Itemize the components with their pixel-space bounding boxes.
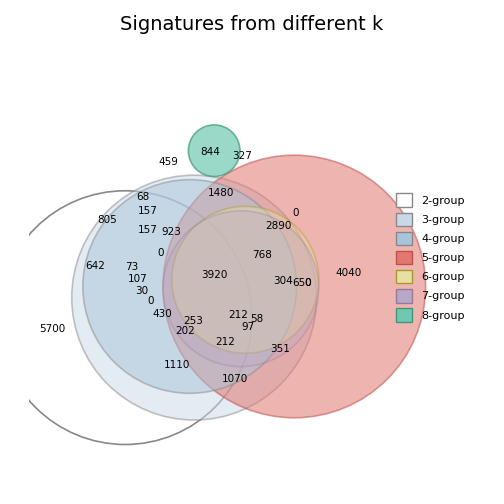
Text: 3920: 3920: [201, 270, 227, 280]
Text: 4040: 4040: [336, 268, 362, 278]
Text: 58: 58: [250, 314, 263, 324]
Text: 157: 157: [138, 225, 157, 235]
Text: 844: 844: [200, 147, 220, 157]
Text: 107: 107: [128, 274, 148, 284]
Text: 768: 768: [252, 250, 272, 261]
Text: 642: 642: [85, 262, 105, 272]
Circle shape: [172, 206, 319, 353]
Text: 212: 212: [228, 310, 247, 321]
Text: 1110: 1110: [164, 360, 191, 370]
Text: 351: 351: [270, 344, 289, 354]
Text: 0: 0: [147, 296, 154, 306]
Circle shape: [163, 155, 425, 418]
Legend: 2-group, 3-group, 4-group, 5-group, 6-group, 7-group, 8-group: 2-group, 3-group, 4-group, 5-group, 6-gr…: [391, 189, 469, 326]
Text: 2890: 2890: [266, 221, 292, 231]
Text: 650: 650: [292, 278, 312, 288]
Text: 30: 30: [135, 286, 148, 296]
Text: 805: 805: [97, 215, 117, 225]
Text: 0: 0: [158, 248, 164, 258]
Text: 253: 253: [183, 316, 203, 326]
Circle shape: [163, 211, 319, 366]
Text: 923: 923: [161, 227, 181, 237]
Text: 459: 459: [158, 157, 178, 167]
Text: 430: 430: [152, 308, 172, 319]
Text: 73: 73: [125, 263, 139, 272]
Text: 1070: 1070: [222, 373, 248, 384]
Circle shape: [188, 125, 240, 176]
Text: 1480: 1480: [208, 188, 234, 198]
Text: 304: 304: [273, 276, 293, 286]
Text: 5700: 5700: [39, 324, 66, 334]
Text: 97: 97: [242, 323, 255, 333]
Text: 157: 157: [138, 206, 157, 216]
Text: 0: 0: [292, 208, 298, 218]
Title: Signatures from different k: Signatures from different k: [120, 15, 384, 34]
Text: 327: 327: [232, 151, 251, 161]
Text: 212: 212: [215, 337, 235, 347]
Circle shape: [72, 175, 317, 420]
Text: 202: 202: [175, 326, 195, 336]
Circle shape: [83, 179, 296, 393]
Text: 68: 68: [136, 193, 150, 203]
Text: 0: 0: [304, 278, 311, 288]
